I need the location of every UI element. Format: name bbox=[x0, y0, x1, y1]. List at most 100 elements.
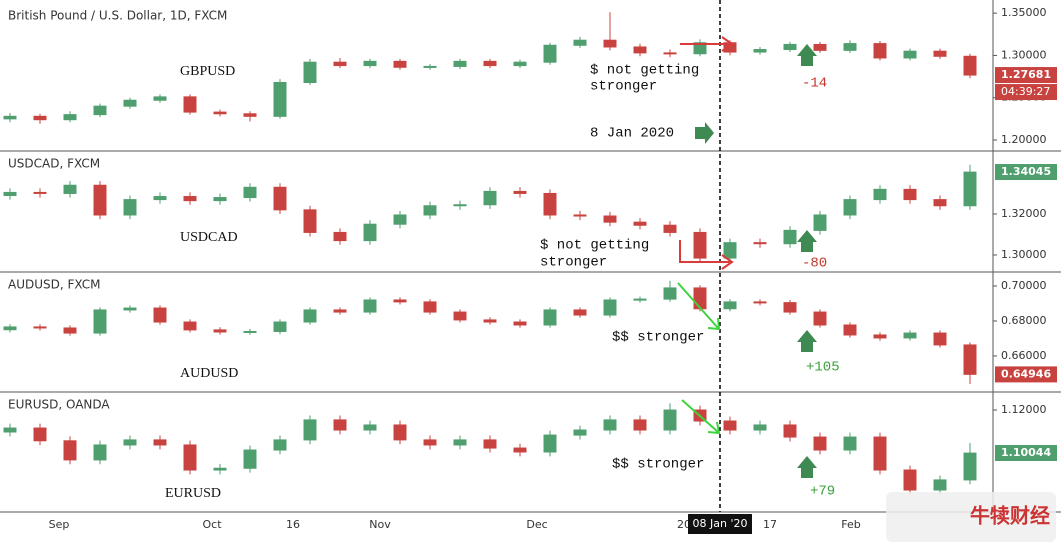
candle-body bbox=[363, 424, 377, 431]
last-price: 0.64946 bbox=[1001, 367, 1051, 380]
candle-body bbox=[243, 113, 257, 117]
candle-body bbox=[3, 427, 17, 433]
candle-body bbox=[963, 55, 977, 76]
candle-body bbox=[33, 326, 47, 329]
candle-body bbox=[543, 44, 557, 63]
candle-body bbox=[153, 439, 167, 446]
panel-title: British Pound / U.S. Dollar, 1D, FXCM bbox=[8, 9, 227, 23]
candle-body bbox=[33, 115, 47, 121]
candle-body bbox=[63, 327, 77, 334]
candle-body bbox=[243, 449, 257, 469]
candle-body bbox=[183, 321, 197, 331]
candle-body bbox=[423, 65, 437, 68]
last-price: 1.27681 bbox=[1001, 68, 1051, 81]
candle-body bbox=[753, 301, 767, 304]
x-tick-label: Feb bbox=[841, 518, 860, 531]
candle-body bbox=[603, 299, 617, 316]
candle-body bbox=[813, 43, 827, 51]
candle-body bbox=[513, 321, 527, 326]
green-arrow bbox=[677, 282, 721, 331]
x-tick-label: 20 bbox=[677, 518, 691, 531]
candle-body bbox=[423, 439, 437, 446]
candle-body bbox=[483, 439, 497, 449]
x-tick-label: Oct bbox=[202, 518, 222, 531]
candle-body bbox=[663, 52, 677, 55]
candle-body bbox=[573, 214, 587, 217]
candle-body bbox=[633, 221, 647, 226]
candle-body bbox=[123, 439, 137, 446]
candle-body bbox=[423, 205, 437, 216]
candle-body bbox=[573, 39, 587, 46]
up-arrow bbox=[797, 230, 817, 252]
pair-label: USDCAD bbox=[180, 230, 238, 245]
candle-body bbox=[933, 479, 947, 491]
candle-body bbox=[303, 419, 317, 441]
candle-body bbox=[33, 191, 47, 194]
candle-body bbox=[423, 301, 437, 313]
annotation: $$ stronger bbox=[612, 457, 704, 473]
candle-body bbox=[213, 467, 227, 471]
candle-body bbox=[573, 429, 587, 436]
candle-body bbox=[363, 223, 377, 242]
annotation: +105 bbox=[806, 360, 840, 376]
time-box bbox=[995, 84, 1057, 101]
candle-body bbox=[693, 287, 707, 310]
y-tick-label: 1.32000 bbox=[1001, 207, 1047, 220]
y-tick-label: 1.30000 bbox=[1001, 48, 1047, 61]
candle-body bbox=[513, 61, 527, 67]
candle-body bbox=[783, 229, 797, 245]
candle-body bbox=[573, 309, 587, 316]
candle-body bbox=[813, 311, 827, 326]
pair-label: GBPUSD bbox=[180, 64, 235, 79]
candle-body bbox=[393, 60, 407, 68]
candle-body bbox=[153, 96, 167, 101]
pair-label: AUDUSD bbox=[180, 366, 238, 381]
candle-body bbox=[93, 444, 107, 461]
candle-body bbox=[873, 188, 887, 201]
candle-body bbox=[873, 436, 887, 471]
candle-body bbox=[303, 309, 317, 323]
candle-body bbox=[33, 427, 47, 442]
candle-body bbox=[393, 424, 407, 441]
annotation: stronger bbox=[590, 79, 657, 95]
candle-body bbox=[753, 424, 767, 431]
candle-body bbox=[93, 309, 107, 334]
annotation: $ not getting bbox=[540, 238, 649, 254]
candle-body bbox=[153, 307, 167, 323]
candle-body bbox=[933, 199, 947, 207]
candle-body bbox=[273, 186, 287, 211]
pair-label: EURUSD bbox=[165, 486, 221, 501]
candle-body bbox=[93, 105, 107, 116]
y-tick-label: 0.70000 bbox=[1001, 279, 1047, 292]
candle-body bbox=[693, 231, 707, 259]
candle-body bbox=[453, 439, 467, 446]
candle-body bbox=[333, 309, 347, 313]
candle-body bbox=[513, 447, 527, 453]
candle-body bbox=[813, 214, 827, 231]
candle-body bbox=[453, 60, 467, 67]
candle-body bbox=[783, 302, 797, 313]
annotation: -14 bbox=[802, 76, 827, 92]
candle-body bbox=[483, 190, 497, 206]
candle-body bbox=[273, 321, 287, 332]
watermark-box bbox=[886, 492, 1056, 542]
candle-body bbox=[873, 43, 887, 59]
candle-body bbox=[603, 419, 617, 431]
x-tick-label: Dec bbox=[526, 518, 547, 531]
candle-body bbox=[963, 171, 977, 207]
candle-body bbox=[93, 184, 107, 216]
candle-body bbox=[903, 469, 917, 491]
candle-body bbox=[933, 50, 947, 57]
candle-body bbox=[63, 184, 77, 194]
candle-body bbox=[63, 114, 77, 121]
candle-body bbox=[963, 344, 977, 375]
red-arrow bbox=[680, 36, 734, 52]
candle-body bbox=[753, 49, 767, 53]
up-arrow bbox=[797, 44, 817, 66]
candle-body bbox=[933, 332, 947, 346]
candle-body bbox=[783, 424, 797, 438]
x-tick-label: 17 bbox=[763, 518, 777, 531]
candle-body bbox=[843, 43, 857, 51]
candle-body bbox=[543, 434, 557, 453]
